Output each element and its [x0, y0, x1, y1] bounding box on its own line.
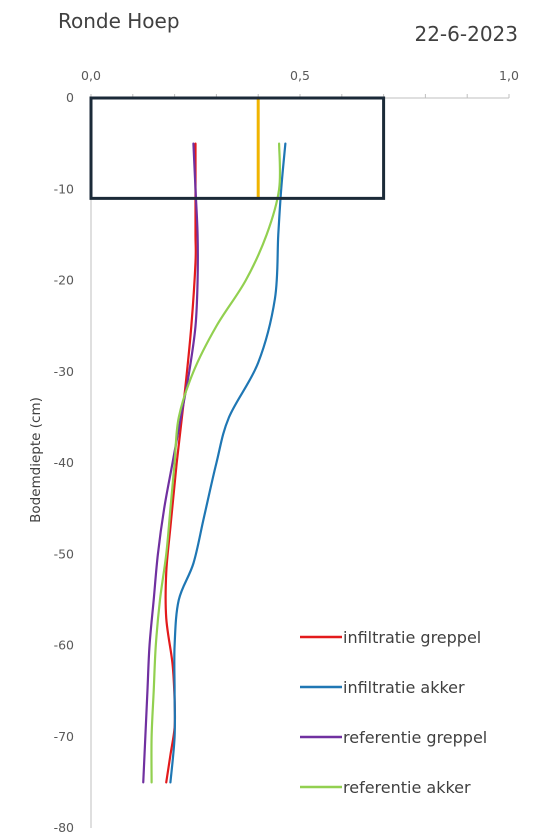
series-line-2: [169, 142, 287, 784]
series-line-4: [150, 142, 282, 784]
x-tick-label: 0,0: [81, 68, 101, 83]
axes: [90, 94, 510, 828]
x-tick-label: 0,5: [290, 68, 310, 83]
highlight-box: [89, 96, 386, 200]
series-line-3: [142, 142, 199, 784]
chart-title: Ronde Hoep: [58, 9, 180, 33]
y-tick-label: -70: [54, 729, 74, 744]
chart-date: 22-6-2023: [414, 22, 518, 46]
legend-label-3: referentie greppel: [343, 728, 487, 747]
y-axis-ticks: 0 -10 -20 -30 -40 -50 -60 -70 -80: [54, 90, 74, 835]
legend: infiltratie greppel infiltratie akker refe…: [300, 628, 487, 797]
annotation-layer: [89, 96, 386, 200]
y-tick-label: -20: [54, 273, 74, 288]
y-axis-title: Bodemdiepte (cm): [28, 397, 44, 523]
y-tick-label: -50: [54, 546, 74, 561]
x-axis-ticks: 0,0 0,5 1,0: [81, 68, 519, 83]
x-tick-label: 1,0: [499, 68, 519, 83]
y-tick-label: -40: [54, 455, 74, 470]
series-line-1: [164, 142, 197, 784]
y-tick-label: -80: [54, 820, 74, 835]
series-layer: [142, 142, 287, 784]
y-tick-label: -10: [54, 181, 74, 196]
legend-label-4: referentie akker: [343, 778, 471, 797]
y-tick-label: -60: [54, 638, 74, 653]
y-tick-label: -30: [54, 364, 74, 379]
y-tick-label: 0: [66, 90, 74, 105]
legend-label-1: infiltratie greppel: [343, 628, 481, 647]
legend-label-2: infiltratie akker: [343, 678, 465, 697]
